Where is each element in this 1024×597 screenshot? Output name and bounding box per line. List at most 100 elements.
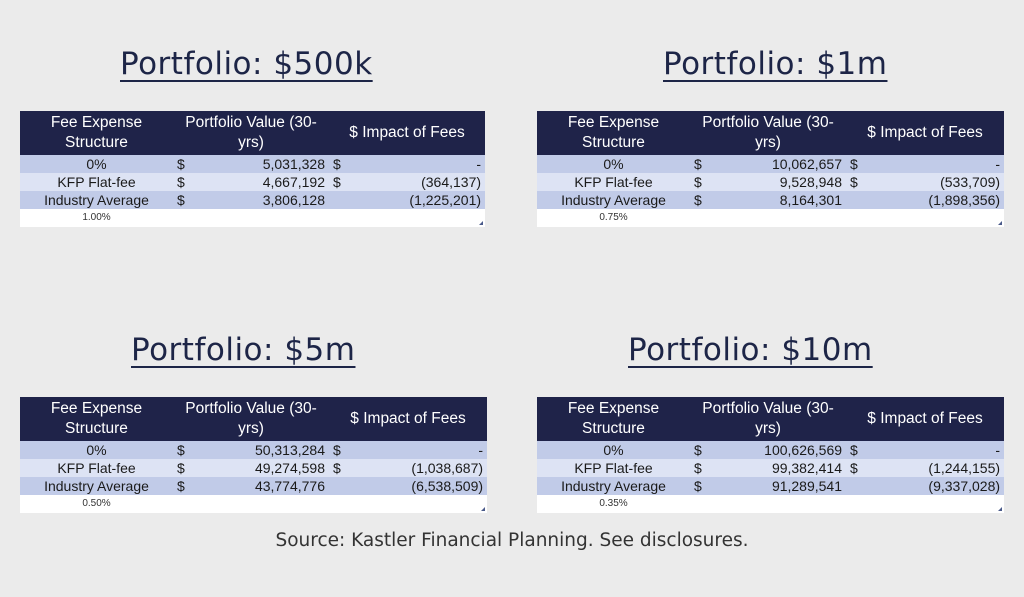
currency-symbol [846, 477, 875, 495]
currency-symbol: $ [690, 441, 718, 459]
table-row: 0% $ 5,031,328 $ - [20, 155, 486, 173]
fee-rate: 0.50% [20, 495, 173, 513]
row-label: 0% [20, 441, 173, 459]
panel-title-5m: Portfolio: $5m [131, 332, 356, 368]
panel-title-1m: Portfolio: $1m [663, 46, 888, 82]
table-row: 0% $ 100,626,569 $ - [537, 441, 1005, 459]
table-row: KFP Flat-fee $ 4,667,192 $ (364,137) [20, 173, 486, 191]
row-label: Industry Average [537, 477, 690, 495]
table-row: Industry Average $ 91,289,541 (9,337,028… [537, 477, 1005, 495]
table-row: KFP Flat-fee $ 49,274,598 $ (1,038,687) [20, 459, 488, 477]
portfolio-value: 10,062,657 [718, 155, 847, 173]
fee-table-10m: Fee Expense Structure Portfolio Value (3… [537, 397, 1005, 513]
table-row: Industry Average $ 8,164,301 (1,898,356) [537, 191, 1005, 209]
fee-table-500k: Fee Expense Structure Portfolio Value (3… [20, 111, 486, 227]
fee-impact: (1,898,356) [874, 191, 1005, 209]
header-portfolio-value: Portfolio Value (30-yrs) [173, 111, 330, 155]
portfolio-value: 9,528,948 [718, 173, 847, 191]
currency-symbol: $ [173, 191, 201, 209]
portfolio-value: 3,806,128 [201, 191, 330, 209]
header-fee-structure: Fee Expense Structure [20, 111, 173, 155]
fee-impact: - [357, 155, 486, 173]
fee-rate: 1.00% [20, 209, 173, 227]
table-header-row: Fee Expense Structure Portfolio Value (3… [537, 397, 1005, 441]
row-label: KFP Flat-fee [20, 173, 173, 191]
fee-table-1m: Fee Expense Structure Portfolio Value (3… [537, 111, 1005, 227]
fee-impact: - [874, 155, 1005, 173]
header-portfolio-value: Portfolio Value (30-yrs) [690, 397, 847, 441]
currency-symbol: $ [173, 441, 201, 459]
fee-impact: (1,225,201) [357, 191, 486, 209]
footer-spacer [173, 209, 486, 227]
currency-symbol [329, 191, 358, 209]
portfolio-value: 43,774,776 [201, 477, 330, 495]
source-note: Source: Kastler Financial Planning. See … [275, 530, 749, 551]
currency-symbol: $ [690, 477, 718, 495]
currency-symbol: $ [846, 459, 875, 477]
currency-symbol [846, 191, 875, 209]
fee-table-5m: Fee Expense Structure Portfolio Value (3… [20, 397, 488, 513]
currency-symbol: $ [173, 477, 201, 495]
table-footer-row: 0.50% [20, 495, 488, 513]
footer-spacer [690, 209, 1005, 227]
portfolio-value: 100,626,569 [718, 441, 847, 459]
currency-symbol: $ [173, 459, 201, 477]
fee-impact: (6,538,509) [357, 477, 488, 495]
currency-symbol: $ [846, 441, 875, 459]
currency-symbol: $ [690, 191, 718, 209]
currency-symbol: $ [173, 155, 201, 173]
row-label: 0% [537, 155, 690, 173]
row-label: KFP Flat-fee [537, 459, 690, 477]
resize-handle-icon [998, 507, 1003, 511]
portfolio-value: 49,274,598 [201, 459, 330, 477]
portfolio-value: 8,164,301 [718, 191, 847, 209]
resize-handle-icon [998, 221, 1003, 225]
table-header-row: Fee Expense Structure Portfolio Value (3… [20, 111, 486, 155]
row-label: 0% [537, 441, 690, 459]
header-impact: $ Impact of Fees [329, 397, 488, 441]
table-row: KFP Flat-fee $ 99,382,414 $ (1,244,155) [537, 459, 1005, 477]
table-row: 0% $ 50,313,284 $ - [20, 441, 488, 459]
footer-spacer [173, 495, 488, 513]
table-footer-row: 0.75% [537, 209, 1005, 227]
currency-symbol: $ [846, 155, 875, 173]
fee-impact: - [874, 441, 1005, 459]
portfolio-value: 50,313,284 [201, 441, 330, 459]
portfolio-value: 4,667,192 [201, 173, 330, 191]
table-header-row: Fee Expense Structure Portfolio Value (3… [20, 397, 488, 441]
fee-impact: (533,709) [874, 173, 1005, 191]
currency-symbol: $ [329, 459, 358, 477]
fee-impact: (1,038,687) [357, 459, 488, 477]
panel-title-500k: Portfolio: $500k [120, 46, 373, 82]
table-row: Industry Average $ 3,806,128 (1,225,201) [20, 191, 486, 209]
currency-symbol: $ [329, 173, 358, 191]
portfolio-value: 99,382,414 [718, 459, 847, 477]
row-label: Industry Average [20, 477, 173, 495]
table-row: KFP Flat-fee $ 9,528,948 $ (533,709) [537, 173, 1005, 191]
currency-symbol [329, 477, 358, 495]
fee-impact: (1,244,155) [874, 459, 1005, 477]
currency-symbol: $ [846, 173, 875, 191]
row-label: 0% [20, 155, 173, 173]
table-row: 0% $ 10,062,657 $ - [537, 155, 1005, 173]
row-label: Industry Average [537, 191, 690, 209]
header-impact: $ Impact of Fees [846, 397, 1005, 441]
header-fee-structure: Fee Expense Structure [20, 397, 173, 441]
currency-symbol: $ [690, 173, 718, 191]
header-fee-structure: Fee Expense Structure [537, 397, 690, 441]
fee-rate: 0.75% [537, 209, 690, 227]
fee-rate: 0.35% [537, 495, 690, 513]
row-label: Industry Average [20, 191, 173, 209]
row-label: KFP Flat-fee [20, 459, 173, 477]
fee-impact: (9,337,028) [874, 477, 1005, 495]
header-portfolio-value: Portfolio Value (30-yrs) [690, 111, 847, 155]
row-label: KFP Flat-fee [537, 173, 690, 191]
currency-symbol: $ [690, 155, 718, 173]
currency-symbol: $ [690, 459, 718, 477]
portfolio-value: 91,289,541 [718, 477, 847, 495]
table-footer-row: 0.35% [537, 495, 1005, 513]
fee-impact: (364,137) [357, 173, 486, 191]
table-footer-row: 1.00% [20, 209, 486, 227]
currency-symbol: $ [329, 155, 358, 173]
resize-handle-icon [481, 507, 486, 511]
